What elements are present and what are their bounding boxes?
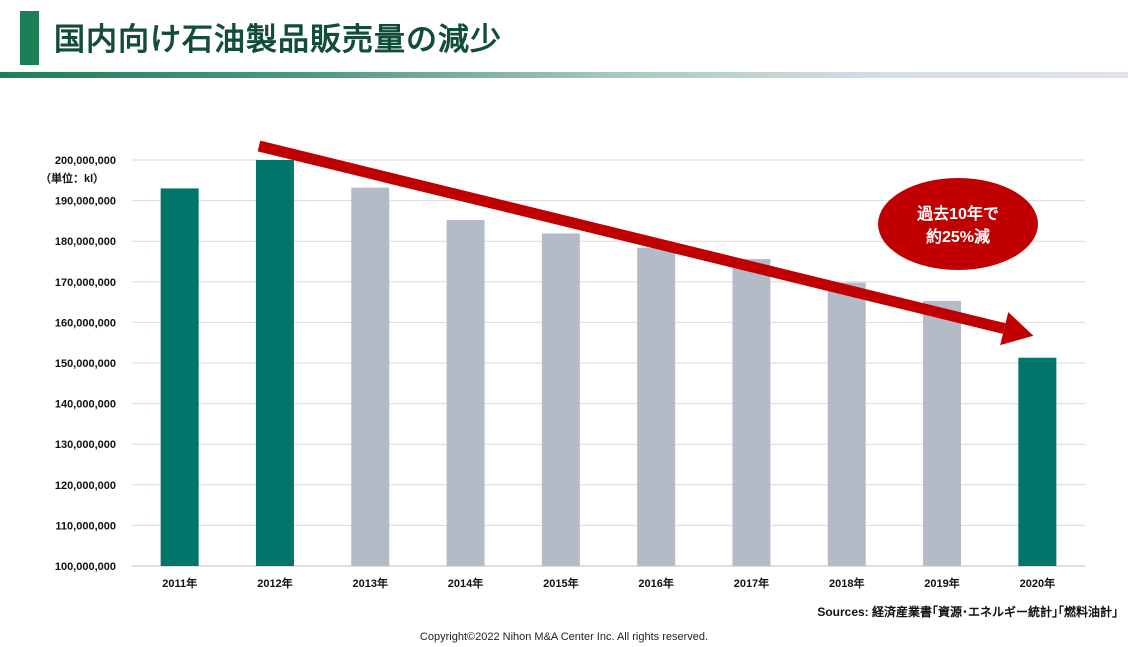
title-divider [0, 72, 1128, 78]
x-axis-tick-labels: 2011年 2012年 2013年 2014年 2015年 2016年 2017年 2018年… [162, 576, 1055, 590]
decline-callout: 過去10年で 約25%減 [878, 178, 1038, 270]
x-tick-label: 2012年 [257, 576, 292, 590]
y-tick-label: 110,000,000 [55, 520, 116, 532]
y-tick-label: 190,000,000 [55, 196, 116, 208]
y-axis-tick-labels: 100,000,000 110,000,000 120,000,000 130,000… [55, 155, 116, 573]
copyright-notice: Copyright©2022 Nihon M&A Center Inc. All… [419, 631, 709, 643]
bar-2011 [160, 188, 199, 567]
x-tick-label: 2013年 [353, 576, 388, 590]
sales-volume-bar-chart: 100,000,000 110,000,000 120,000,000 130,000… [40, 140, 1085, 590]
bar-2020 [1018, 357, 1057, 566]
y-tick-label: 120,000,000 [55, 480, 116, 492]
title-accent-bar [20, 11, 39, 65]
x-tick-label: 2016年 [638, 576, 673, 590]
bar-2016 [637, 247, 676, 567]
y-tick-label: 140,000,000 [55, 399, 116, 411]
x-tick-label: 2020年 [1020, 576, 1055, 590]
x-tick-label: 2017年 [734, 576, 769, 590]
trend-arrow-head [1000, 312, 1034, 346]
unit-label: （単位：kl） [40, 171, 104, 185]
callout-text-line2: 約25%減 [926, 227, 990, 246]
bar-2019 [923, 300, 962, 566]
y-tick-label: 180,000,000 [55, 236, 116, 248]
x-tick-label: 2015年 [543, 576, 578, 590]
page-title: 国内向け石油製品販売量の減少 [54, 22, 502, 57]
x-tick-label: 2011年 [162, 576, 197, 590]
callout-ellipse [878, 178, 1038, 270]
x-tick-label: 2014年 [448, 576, 483, 590]
bar-2015 [541, 233, 580, 566]
y-tick-label: 170,000,000 [55, 277, 116, 289]
y-tick-label: 150,000,000 [55, 358, 116, 370]
bar-2018 [827, 282, 866, 566]
bar-2017 [732, 259, 771, 566]
bar-2012 [255, 160, 294, 566]
trend-arrow [257, 140, 1034, 346]
x-tick-label: 2018年 [829, 576, 864, 590]
bar-2014 [446, 220, 485, 566]
y-tick-label: 130,000,000 [55, 439, 116, 451]
bar-2013 [351, 187, 390, 566]
bars [160, 160, 1057, 567]
x-tick-label: 2019年 [924, 576, 959, 590]
callout-text-line1: 過去10年で [916, 204, 999, 223]
y-tick-label: 100,000,000 [55, 561, 116, 573]
y-tick-label: 160,000,000 [55, 317, 116, 329]
sources-note: Sources: 経済産業書｢資源･エネルギー統計｣｢燃料油計｣ [817, 605, 1118, 619]
y-tick-label: 200,000,000 [55, 155, 116, 167]
trend-arrow-shaft [257, 140, 1006, 334]
